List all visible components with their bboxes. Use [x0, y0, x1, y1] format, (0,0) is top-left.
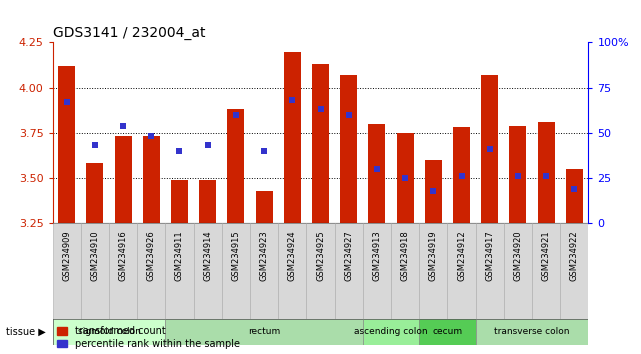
Text: GSM234912: GSM234912	[457, 231, 466, 281]
Point	[146, 133, 156, 139]
Bar	[504, 223, 532, 319]
Point	[456, 173, 467, 179]
Text: GSM234919: GSM234919	[429, 231, 438, 281]
Bar	[566, 169, 583, 223]
Bar	[81, 223, 109, 319]
Text: ascending colon: ascending colon	[354, 327, 428, 336]
Text: GSM234917: GSM234917	[485, 231, 494, 281]
Text: transverse colon: transverse colon	[494, 327, 570, 336]
Bar	[165, 319, 363, 345]
Bar	[397, 133, 413, 223]
Text: sigmoid colon: sigmoid colon	[78, 327, 140, 336]
Bar	[476, 223, 504, 319]
Point	[231, 112, 241, 118]
Bar	[115, 136, 131, 223]
Text: GSM234913: GSM234913	[372, 231, 381, 281]
Text: GSM234914: GSM234914	[203, 231, 212, 281]
Bar	[171, 180, 188, 223]
Text: GSM234909: GSM234909	[62, 231, 71, 281]
Bar	[256, 190, 272, 223]
Bar	[419, 223, 447, 319]
Text: GSM234926: GSM234926	[147, 231, 156, 281]
Bar	[109, 223, 137, 319]
Bar	[447, 223, 476, 319]
Text: GSM234923: GSM234923	[260, 231, 269, 281]
Bar	[194, 223, 222, 319]
Bar	[560, 223, 588, 319]
Text: GSM234922: GSM234922	[570, 231, 579, 281]
Point	[513, 173, 523, 179]
Bar	[58, 66, 75, 223]
Bar	[312, 64, 329, 223]
Point	[315, 107, 326, 112]
Text: GSM234911: GSM234911	[175, 231, 184, 281]
Bar	[363, 319, 419, 345]
Text: GSM234925: GSM234925	[316, 231, 325, 281]
Text: rectum: rectum	[248, 327, 280, 336]
Bar	[481, 75, 498, 223]
Bar	[340, 75, 357, 223]
Text: GSM234916: GSM234916	[119, 231, 128, 281]
Bar	[363, 223, 391, 319]
Bar	[538, 122, 554, 223]
Bar	[419, 319, 476, 345]
Bar	[369, 124, 385, 223]
Bar	[510, 126, 526, 223]
Legend: transformed count, percentile rank within the sample: transformed count, percentile rank withi…	[58, 326, 240, 349]
Bar	[228, 109, 244, 223]
Bar	[165, 223, 194, 319]
Point	[400, 175, 410, 181]
Bar	[143, 136, 160, 223]
Point	[174, 148, 185, 154]
Text: GSM234918: GSM234918	[401, 231, 410, 281]
Text: tissue ▶: tissue ▶	[6, 327, 46, 337]
Bar	[87, 164, 103, 223]
Bar	[250, 223, 278, 319]
Point	[90, 143, 100, 148]
Bar	[53, 223, 81, 319]
Bar	[425, 160, 442, 223]
Point	[485, 146, 495, 152]
Point	[541, 173, 551, 179]
Text: GSM234924: GSM234924	[288, 231, 297, 281]
Text: GSM234915: GSM234915	[231, 231, 240, 281]
Point	[569, 186, 579, 192]
Bar	[476, 319, 588, 345]
Bar	[453, 127, 470, 223]
Point	[259, 148, 269, 154]
Bar	[284, 51, 301, 223]
Bar	[532, 223, 560, 319]
Point	[372, 166, 382, 172]
Bar	[137, 223, 165, 319]
Bar	[222, 223, 250, 319]
Point	[62, 99, 72, 105]
Point	[344, 112, 354, 118]
Point	[428, 188, 438, 193]
Point	[203, 143, 213, 148]
Bar	[278, 223, 306, 319]
Point	[287, 97, 297, 103]
Text: GSM234921: GSM234921	[542, 231, 551, 281]
Bar	[199, 180, 216, 223]
Point	[118, 123, 128, 129]
Bar	[53, 319, 165, 345]
Text: GSM234920: GSM234920	[513, 231, 522, 281]
Text: GSM234910: GSM234910	[90, 231, 99, 281]
Bar	[306, 223, 335, 319]
Bar	[335, 223, 363, 319]
Bar	[391, 223, 419, 319]
Text: GSM234927: GSM234927	[344, 231, 353, 281]
Text: GDS3141 / 232004_at: GDS3141 / 232004_at	[53, 26, 205, 40]
Text: cecum: cecum	[433, 327, 462, 336]
